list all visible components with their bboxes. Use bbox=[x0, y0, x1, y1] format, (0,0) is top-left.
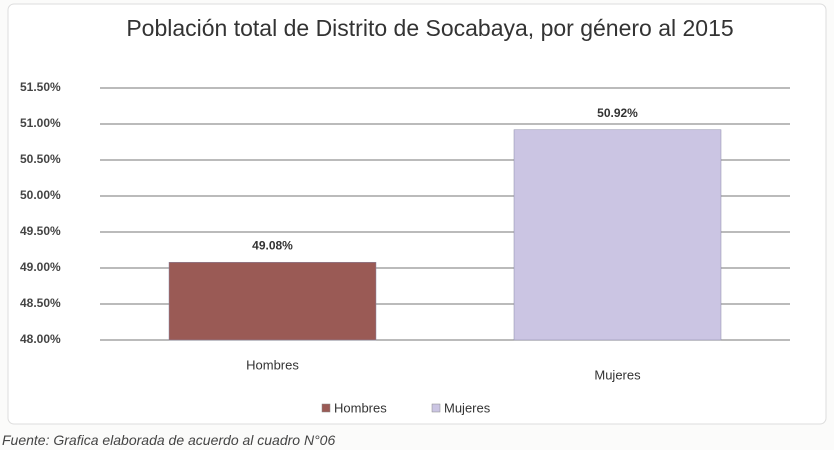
y-tick-label: 51.50% bbox=[20, 80, 61, 94]
chart-title: Población total de Distrito de Socabaya,… bbox=[126, 15, 734, 41]
data-label: 50.92% bbox=[597, 106, 638, 120]
x-tick-label: Hombres bbox=[246, 357, 299, 372]
y-tick-label: 50.50% bbox=[20, 152, 61, 166]
y-tick-label: 51.00% bbox=[20, 116, 61, 130]
y-tick-label: 49.00% bbox=[20, 260, 61, 274]
y-tick-label: 50.00% bbox=[20, 188, 61, 202]
y-tick-label: 48.00% bbox=[20, 332, 61, 346]
data-label: 49.08% bbox=[252, 238, 293, 252]
y-tick-label: 49.50% bbox=[20, 224, 61, 238]
bar bbox=[513, 129, 722, 341]
x-tick-label: Mujeres bbox=[594, 367, 641, 382]
bar bbox=[168, 261, 377, 341]
legend-swatch bbox=[321, 403, 331, 413]
legend-label: Mujeres bbox=[444, 400, 491, 415]
legend-swatch bbox=[431, 403, 441, 413]
legend-label: Hombres bbox=[334, 400, 387, 415]
source-note: Fuente: Grafica elaborada de acuerdo al … bbox=[2, 432, 336, 448]
y-tick-label: 48.50% bbox=[20, 296, 61, 310]
